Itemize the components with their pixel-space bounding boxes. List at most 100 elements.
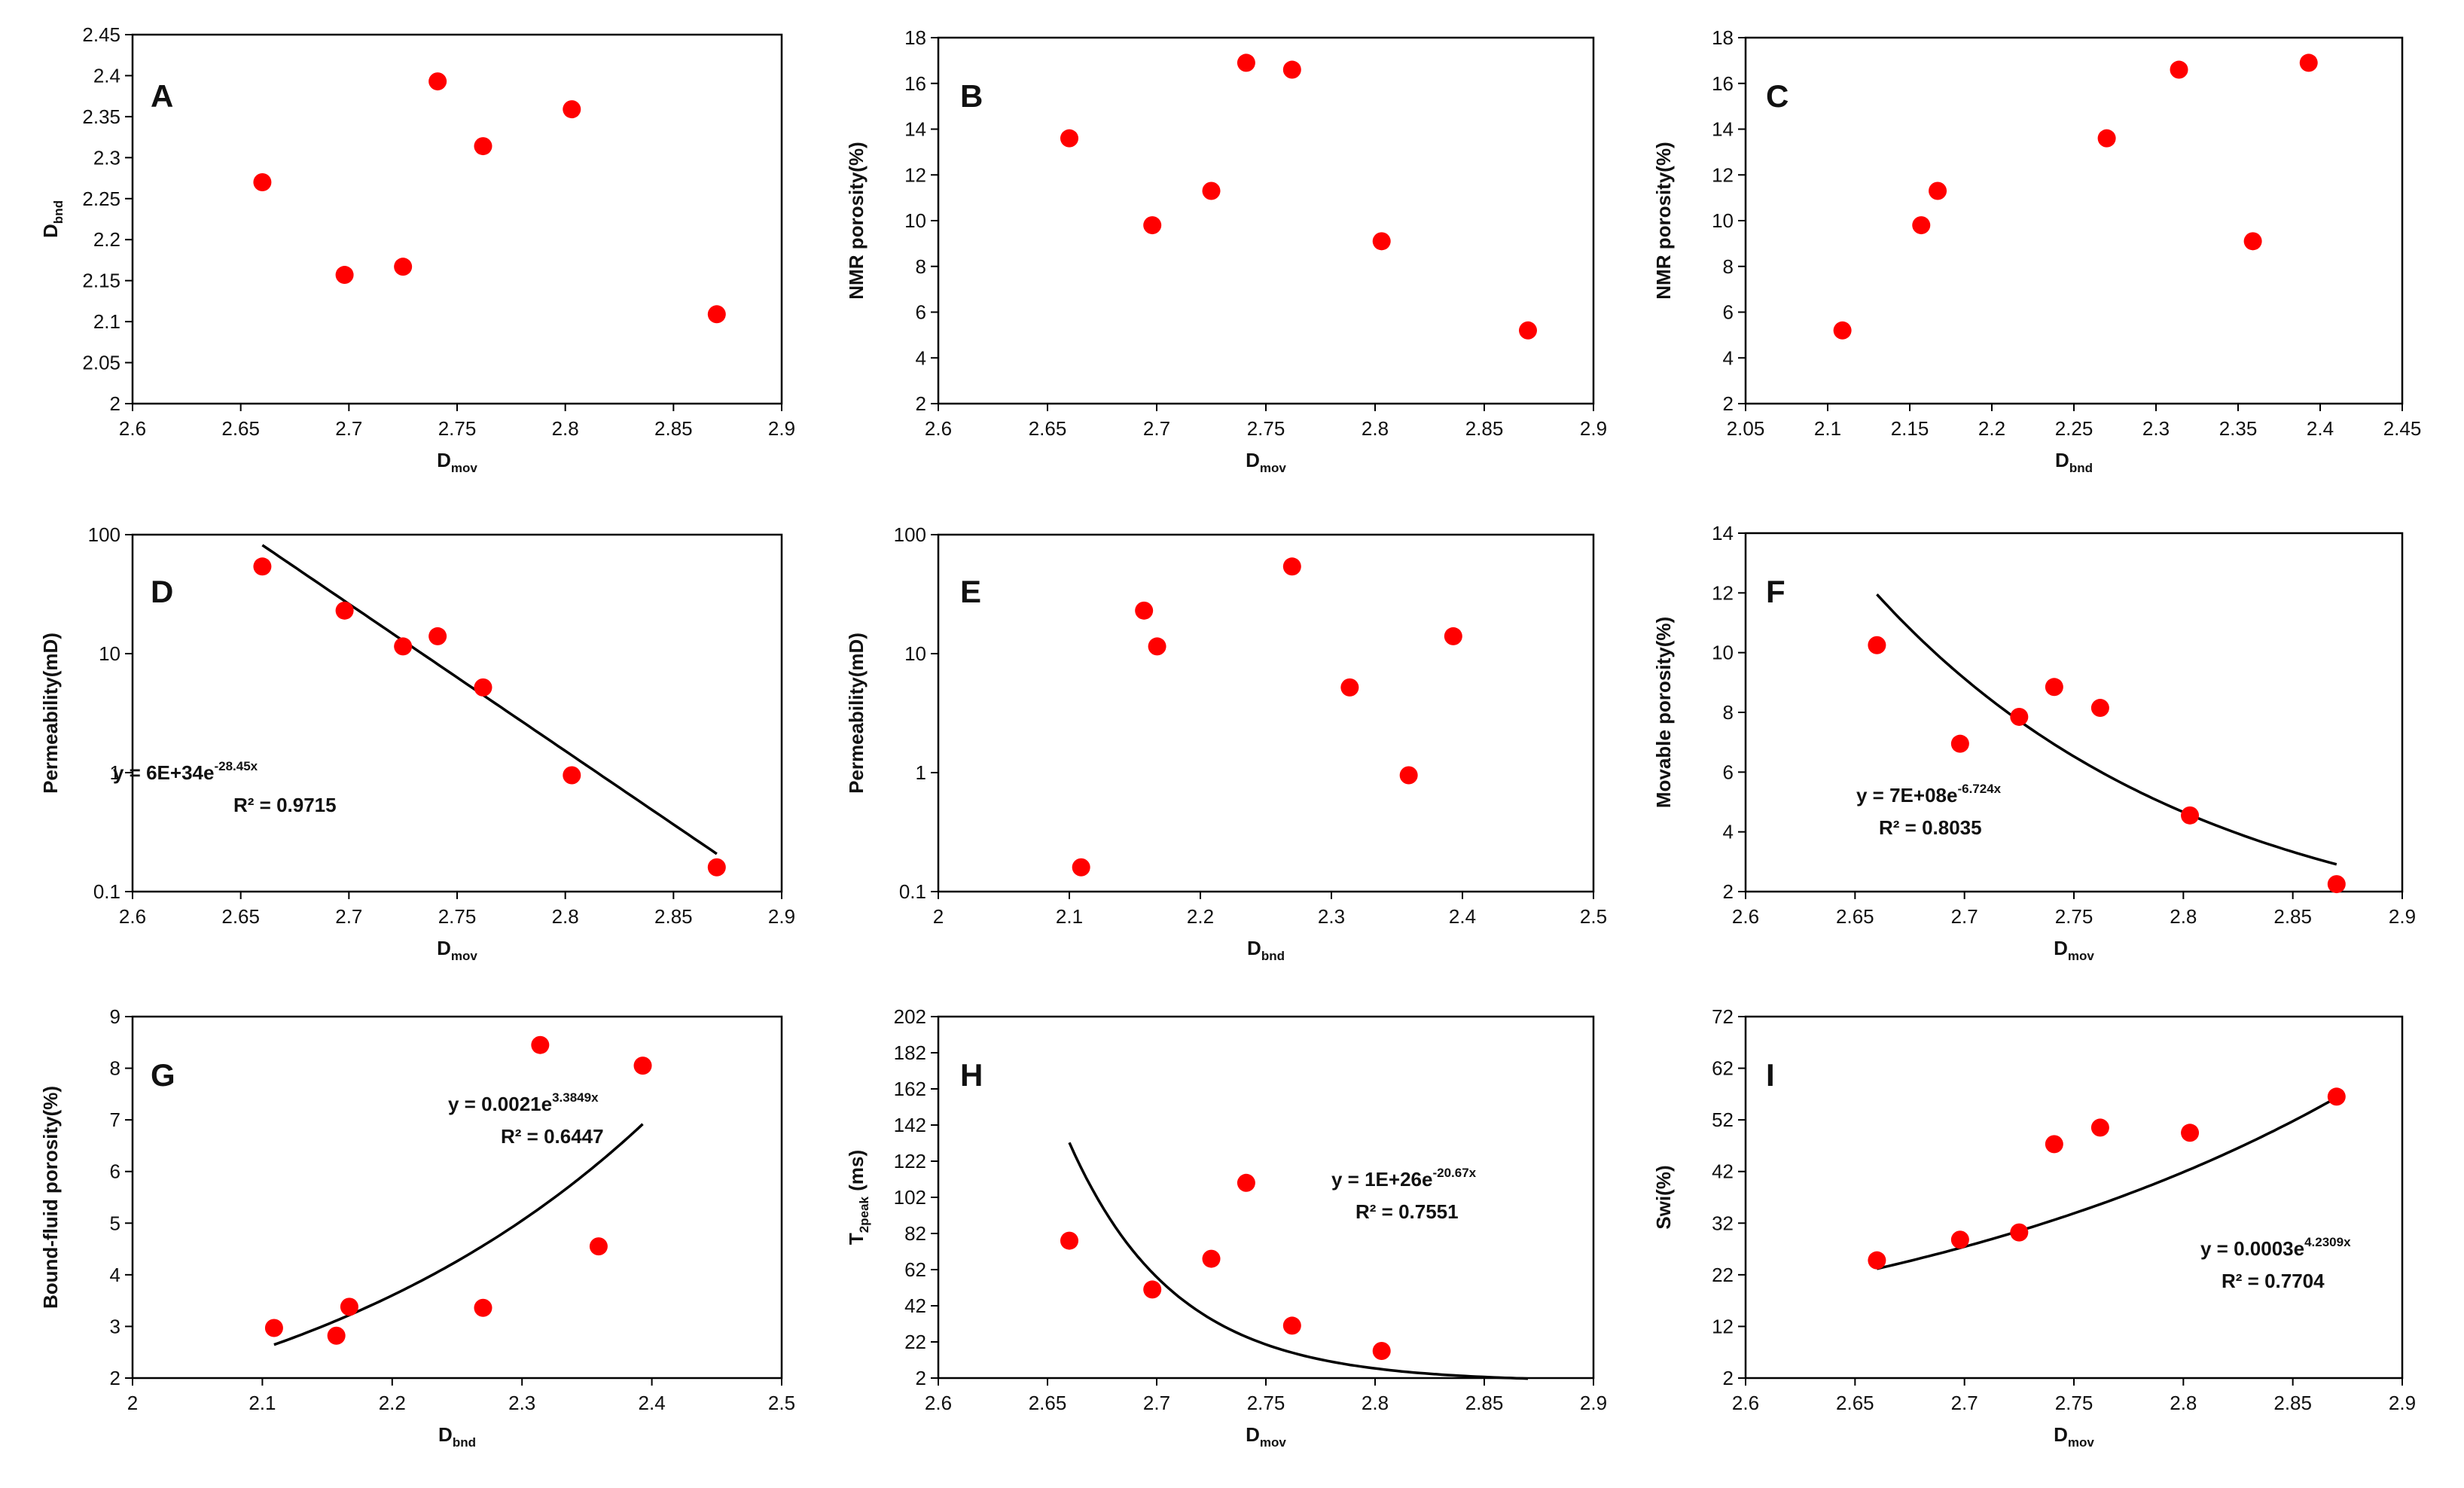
data-point (2090, 1118, 2109, 1137)
y-tick-label: 42 (904, 1294, 926, 1317)
y-axis-title: Movable porosity(%) (1652, 617, 1675, 808)
x-tick-label: 2.6 (925, 417, 952, 440)
y-tick-label: 62 (1712, 1057, 1734, 1080)
x-tick-label: 2.9 (768, 905, 795, 928)
y-tick-label: 122 (894, 1150, 926, 1172)
data-point (428, 627, 447, 645)
y-tick-label: 8 (110, 1057, 120, 1080)
y-tick-label: 22 (1712, 1264, 1734, 1286)
y-tick-label: 2.25 (82, 188, 120, 210)
x-tick-label: 2.75 (438, 417, 477, 440)
x-tick-label: 2.75 (438, 905, 477, 928)
chart-panel-a: 2.6 2.65 2.7 2.75 2.8 2.85 2.9 2 2.05 2.1 2.15 2.2 2… (39, 23, 795, 475)
y-tick-label: 8 (1723, 255, 1734, 278)
panel-letter: E (960, 574, 981, 609)
y-axis-title: Permeability(mD) (845, 633, 868, 794)
data-point (1340, 678, 1359, 697)
plot-frame (131, 533, 783, 893)
y-axis-title: Dbnd (39, 200, 66, 238)
data-point (1060, 1231, 1078, 1250)
panel-letter: C (1766, 78, 1789, 114)
y-tick-label: 2 (916, 392, 926, 415)
y-tick-label: 5 (110, 1212, 120, 1234)
x-tick-label: 2.7 (1951, 1392, 1978, 1414)
y-axis-title: T2peak (ms) (845, 1150, 871, 1245)
y-tick-label: 12 (904, 163, 926, 186)
y-tick-label: 2.05 (82, 352, 120, 374)
y-tick-label: 7 (110, 1108, 120, 1131)
y-tick-label: 2.4 (93, 64, 120, 87)
y-tick-label: 100 (88, 523, 120, 546)
x-tick-label: 2.65 (1029, 417, 1067, 440)
x-axis-title: Dmov (1246, 449, 1286, 475)
data-point (335, 266, 354, 285)
y-tick-label: 9 (110, 1005, 120, 1028)
x-tick-label: 2.45 (2383, 417, 2422, 440)
x-tick-label: 2.9 (1580, 417, 1607, 440)
y-tick-label: 22 (904, 1331, 926, 1353)
fit-equation: y = 1E+26e-20.67x (1331, 1166, 1477, 1191)
x-tick-label: 2.75 (1247, 417, 1285, 440)
y-tick-label: 14 (904, 118, 926, 141)
y-tick-label: 2.1 (93, 310, 120, 333)
y-tick-label: 162 (894, 1078, 926, 1100)
x-axis-title: Dmov (437, 937, 477, 963)
fit-equation: y = 0.0021e3.3849x (448, 1090, 599, 1115)
x-tick-label: 2.2 (1978, 417, 2005, 440)
x-axis-title: Dbnd (438, 1423, 476, 1450)
chart-panel-g: 2 2.1 2.2 2.3 2.4 2.5 2 3 4 5 6 7 8 9 Dbnd Bound-fluid … (39, 1005, 795, 1450)
data-point (335, 601, 354, 620)
x-tick-label: 2.7 (335, 417, 362, 440)
y-tick-label: 10 (904, 209, 926, 232)
y-tick-label: 2.35 (82, 105, 120, 128)
y-tick-label: 8 (916, 255, 926, 278)
y-tick-label: 2 (1723, 392, 1734, 415)
data-point (2045, 678, 2063, 697)
y-tick-label: 10 (904, 642, 926, 665)
y-tick-label: 2 (1723, 1367, 1734, 1389)
panel-letter: F (1766, 574, 1785, 609)
r-squared: R² = 0.7551 (1356, 1200, 1459, 1223)
x-axis-title: Dmov (2054, 1423, 2094, 1450)
y-tick-label: 3 (110, 1315, 120, 1337)
x-tick-label: 2.4 (639, 1392, 666, 1414)
x-tick-label: 2.8 (1362, 1392, 1389, 1414)
fit-curve (273, 1123, 644, 1346)
data-point (1202, 181, 1221, 200)
y-tick-label: 72 (1712, 1005, 1734, 1028)
data-point (1399, 766, 1418, 785)
x-tick-label: 2.8 (1362, 417, 1389, 440)
y-axis-title: Permeability(mD) (39, 633, 62, 794)
y-tick-label: 42 (1712, 1160, 1734, 1183)
chart-panel-c: 2.05 2.1 2.15 2.2 2.25 2.3 2.35 2.4 2.45 2 4 6 8 10 12… (1652, 26, 2421, 475)
panel-letter: A (151, 78, 173, 114)
data-point (1929, 181, 1947, 200)
x-axis-title: Dmov (2054, 937, 2094, 963)
data-point (2327, 875, 2346, 894)
panel-letter: D (151, 574, 173, 609)
y-tick-label: 18 (904, 26, 926, 49)
data-point (563, 100, 581, 119)
x-tick-label: 2.5 (768, 1392, 795, 1414)
x-tick-label: 2.2 (379, 1392, 406, 1414)
data-point (474, 1298, 492, 1317)
y-tick-label: 6 (1723, 761, 1734, 783)
x-tick-label: 2.8 (2170, 905, 2197, 928)
panel-letter: H (960, 1057, 983, 1093)
y-tick-label: 4 (1723, 821, 1734, 843)
chart-panel-i: 2.6 2.65 2.7 2.75 2.8 2.85 2.9 2 12 22 32 42 52 62 72 D… (1652, 1005, 2416, 1450)
data-point (264, 1319, 283, 1337)
data-point (2181, 1124, 2200, 1142)
data-point (474, 137, 492, 156)
x-tick-label: 2.1 (249, 1392, 276, 1414)
y-tick-label: 52 (1712, 1108, 1734, 1131)
data-point (707, 305, 726, 324)
data-point (1519, 321, 1537, 340)
y-tick-label: 102 (894, 1186, 926, 1209)
x-tick-label: 2.35 (2219, 417, 2258, 440)
chart-panel-e: 2 2.1 2.2 2.3 2.4 2.5 0.1 1 10 100 Dbnd Permeabilit… (845, 523, 1607, 963)
fit-equation: y = 0.0003e4.2309x (2200, 1235, 2351, 1260)
y-tick-label: 4 (110, 1264, 120, 1286)
r-squared: R² = 0.6447 (501, 1125, 604, 1148)
x-tick-label: 2.65 (221, 417, 260, 440)
